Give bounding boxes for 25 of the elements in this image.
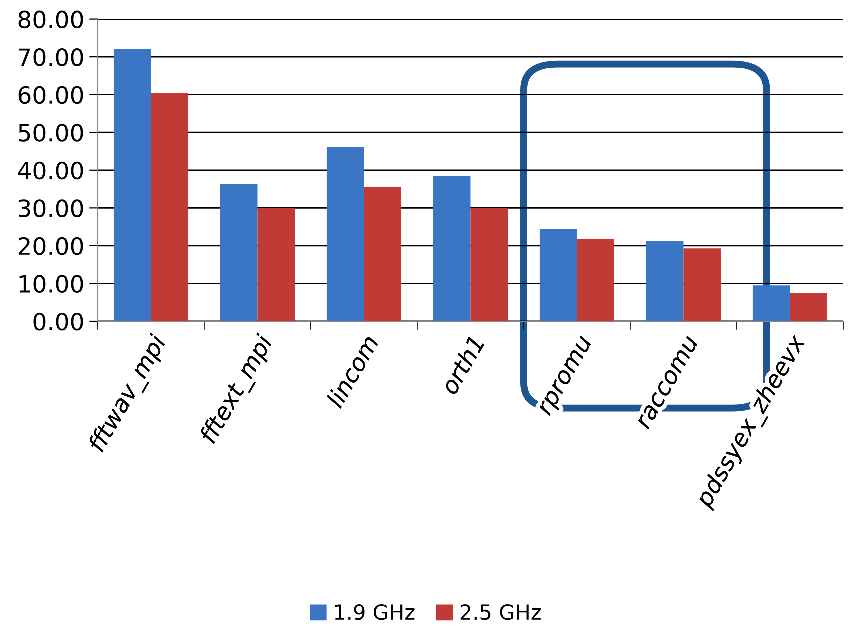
bar <box>646 241 684 322</box>
bar <box>790 294 828 322</box>
bar <box>114 50 152 322</box>
y-tick-label: 40.00 <box>18 162 84 180</box>
bar <box>540 229 578 322</box>
bar <box>433 176 471 322</box>
bar <box>258 208 296 322</box>
bar <box>151 93 189 322</box>
y-tick-label: 50.00 <box>19 124 84 142</box>
y-tick-label: 80.00 <box>18 10 84 29</box>
bar <box>684 248 722 322</box>
legend-label: 2.5 GHz <box>460 604 541 620</box>
bar <box>364 187 402 322</box>
y-tick-label: 30.00 <box>18 200 84 218</box>
y-tick-label: 70.00 <box>19 48 84 66</box>
legend-label: 1.9 GHz <box>335 604 415 620</box>
y-tick-label: 20.00 <box>18 237 84 256</box>
y-tick-label: 10.00 <box>20 275 84 294</box>
bar <box>326 147 364 322</box>
y-tick-label: 0.00 <box>34 312 84 331</box>
y-tick-label: 60.00 <box>18 86 84 104</box>
bar <box>470 208 508 322</box>
bar <box>752 286 790 322</box>
bar <box>577 240 615 322</box>
bar <box>220 184 258 322</box>
